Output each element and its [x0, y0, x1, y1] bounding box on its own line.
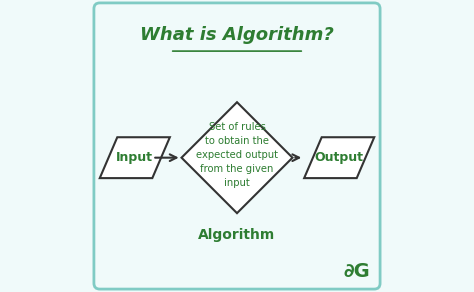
Polygon shape [100, 137, 170, 178]
Text: Output: Output [315, 151, 364, 164]
Text: What is Algorithm?: What is Algorithm? [140, 26, 334, 44]
FancyBboxPatch shape [94, 3, 380, 289]
Text: Algorithm: Algorithm [199, 228, 275, 242]
Polygon shape [182, 102, 292, 213]
Text: ∂G: ∂G [343, 262, 370, 281]
Text: Input: Input [116, 151, 153, 164]
Polygon shape [304, 137, 374, 178]
Text: Set of rules
to obtain the
expected output
from the given
input: Set of rules to obtain the expected outp… [196, 122, 278, 188]
